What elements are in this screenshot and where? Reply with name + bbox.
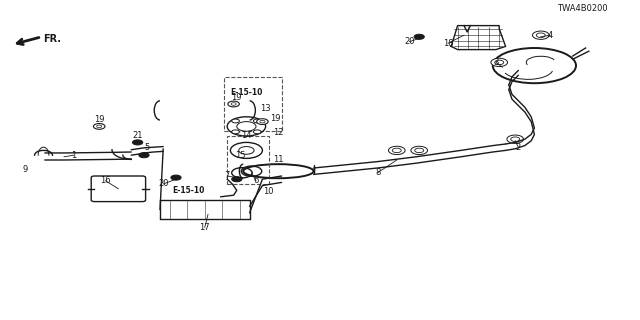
Text: 17: 17 [200,223,210,232]
Text: 7: 7 [225,172,230,180]
Bar [224,77,282,131]
Circle shape [228,101,239,107]
Text: 14: 14 [241,132,252,140]
Circle shape [491,58,508,67]
Text: 13: 13 [260,104,271,113]
Circle shape [232,130,239,134]
Text: 8: 8 [375,168,380,177]
Circle shape [232,119,239,123]
Text: 2: 2 [516,143,521,152]
Text: 20: 20 [158,180,168,188]
Text: 12: 12 [273,128,284,137]
Circle shape [139,153,149,158]
Circle shape [253,119,261,123]
Circle shape [171,175,181,180]
Text: 5: 5 [145,143,150,152]
Circle shape [257,119,268,124]
Text: E-15-10: E-15-10 [173,186,205,195]
Circle shape [253,130,261,134]
Text: 9: 9 [23,165,28,174]
Text: 10: 10 [264,188,274,196]
Circle shape [388,146,405,155]
Text: 21: 21 [132,132,143,140]
Text: 18: 18 [443,39,453,48]
Text: 11: 11 [273,156,284,164]
Bar [227,136,269,184]
Text: 19: 19 [232,93,242,102]
Circle shape [93,124,105,129]
Text: 19: 19 [270,114,280,123]
Text: E-15-10: E-15-10 [230,88,262,97]
Text: 19: 19 [94,116,104,124]
Circle shape [411,146,428,155]
Text: 3: 3 [493,58,499,67]
Text: 4: 4 [548,31,553,40]
Text: 15: 15 [235,151,245,160]
Text: 20: 20 [404,37,415,46]
Circle shape [507,135,524,143]
Circle shape [232,177,242,182]
Circle shape [132,140,143,145]
Text: 6: 6 [253,176,259,185]
Text: 16: 16 [100,176,111,185]
Text: 1: 1 [71,151,76,160]
Circle shape [532,31,549,39]
Text: FR.: FR. [44,34,61,44]
Text: TWA4B0200: TWA4B0200 [557,4,608,13]
Circle shape [414,34,424,39]
